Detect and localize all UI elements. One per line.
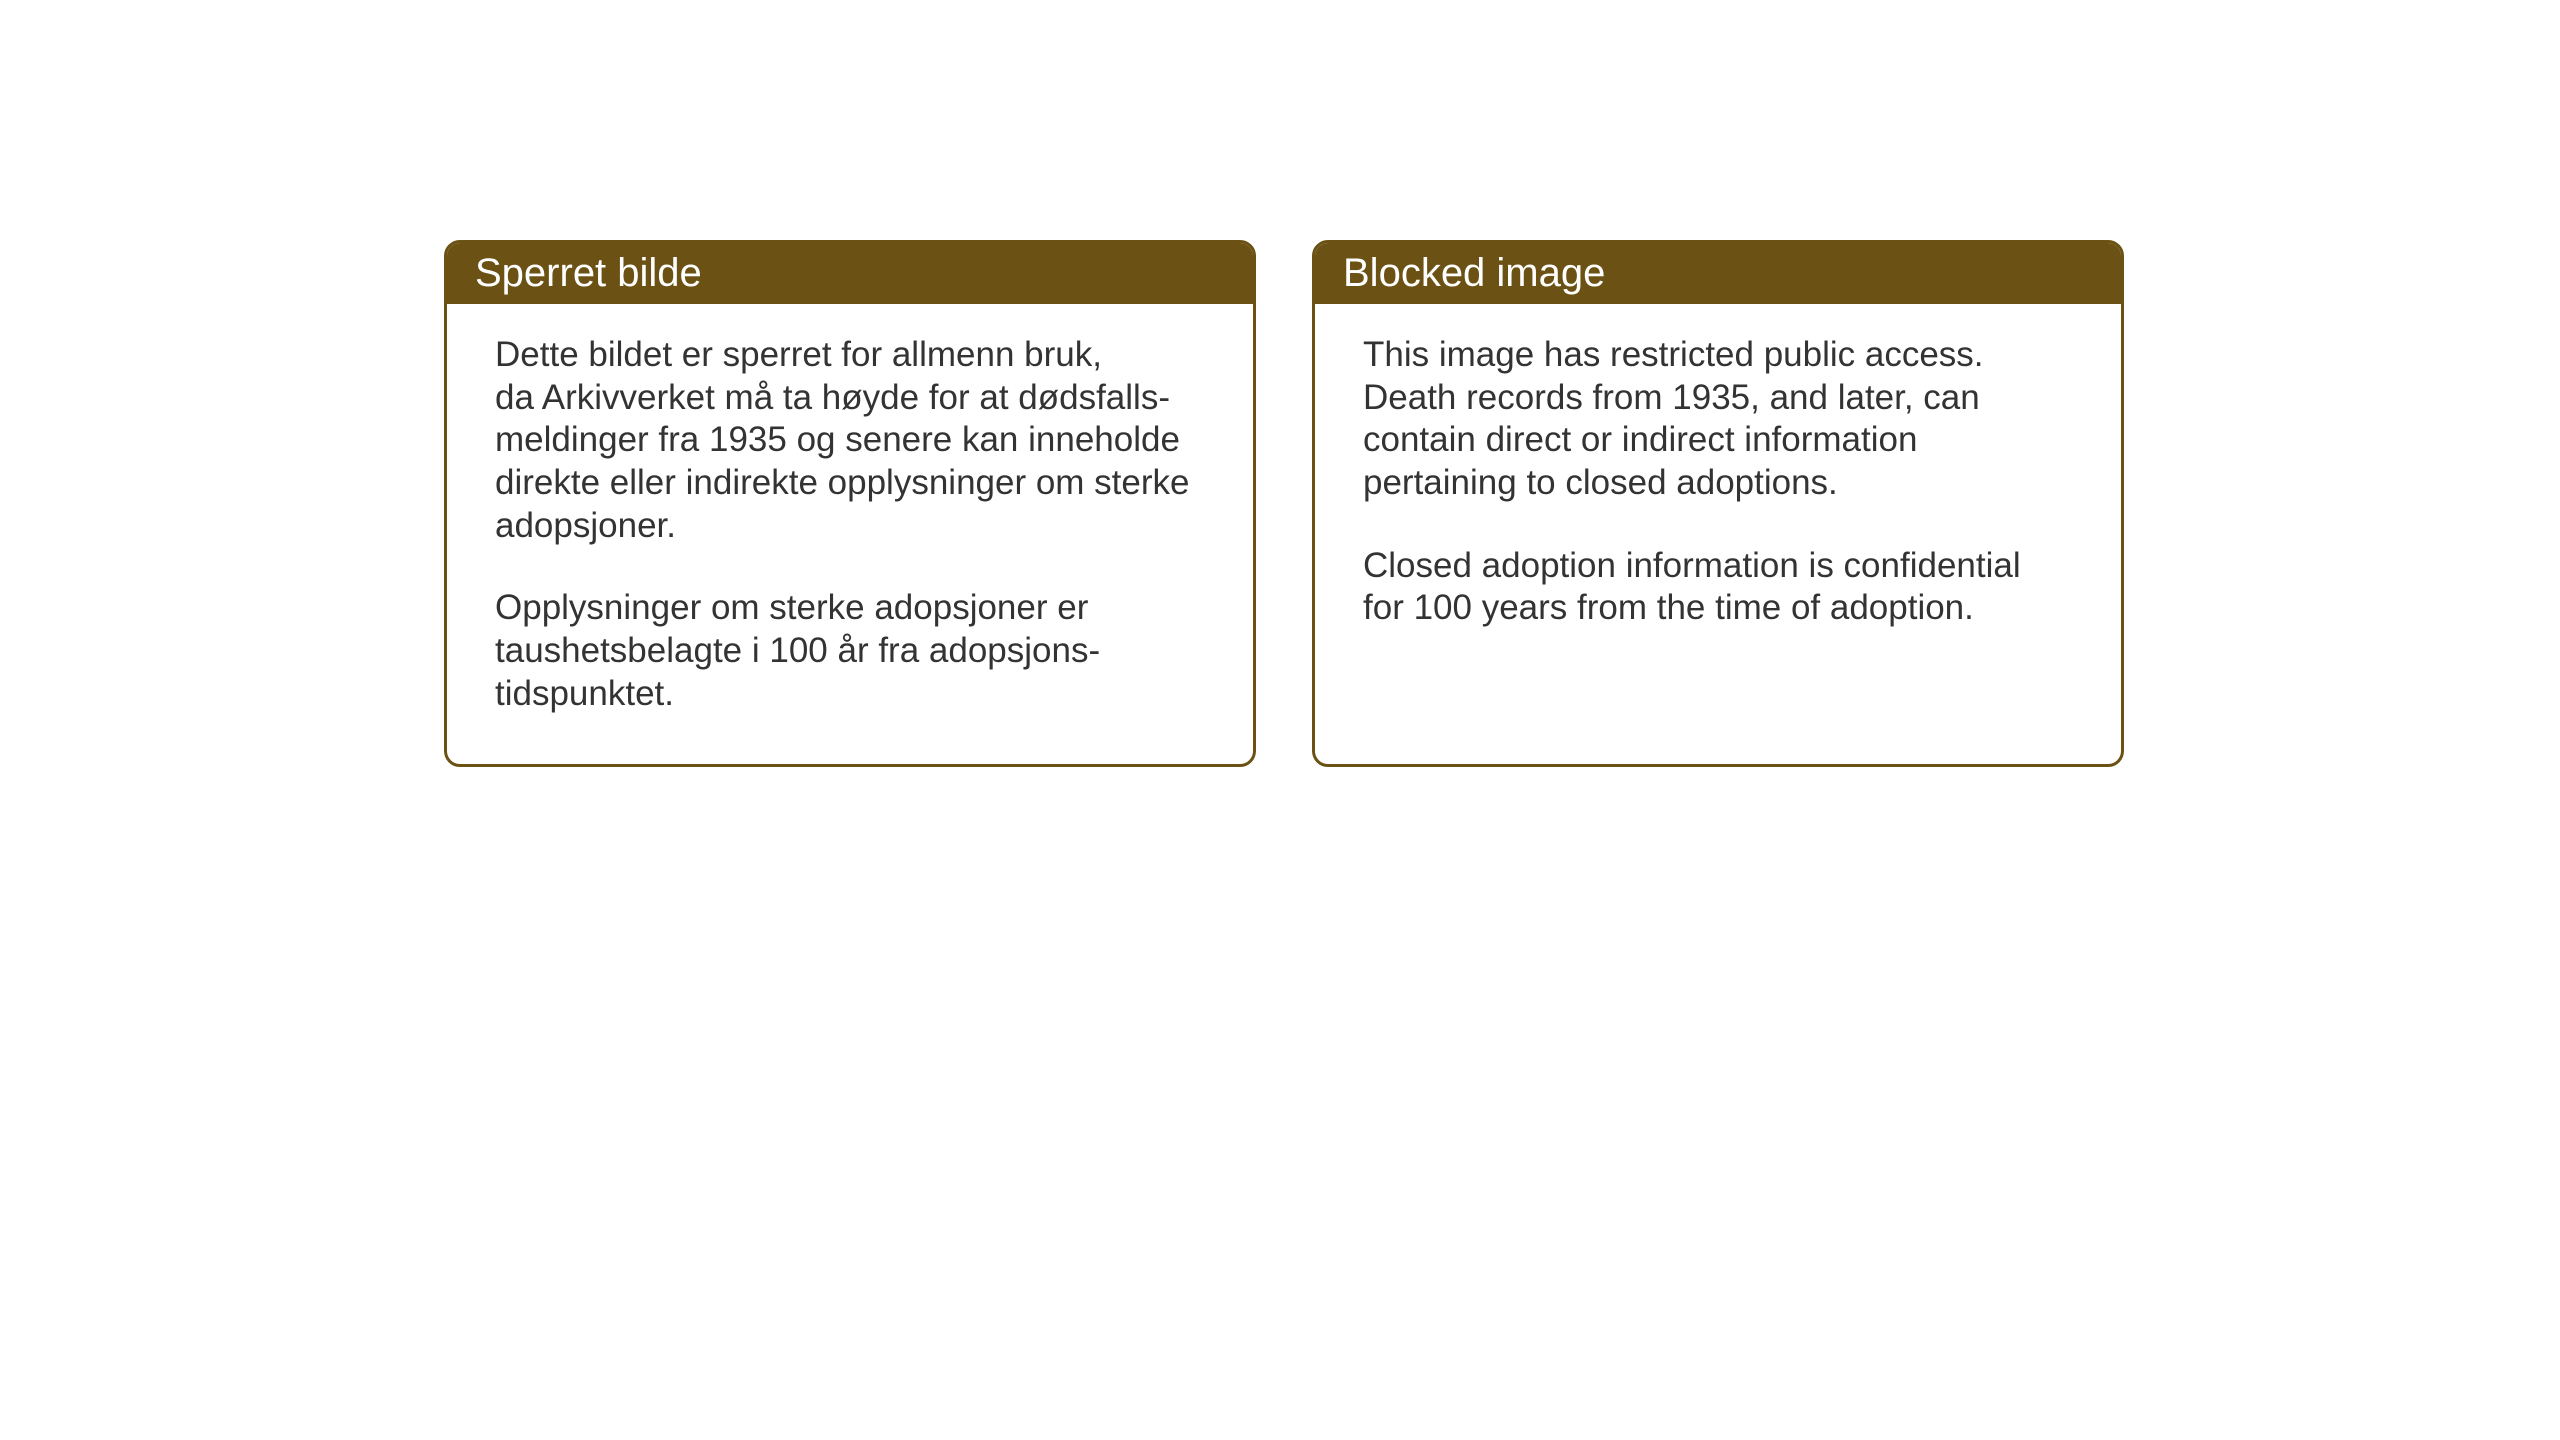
text-line: tidspunktet. xyxy=(495,674,674,713)
text-line: direkte eller indirekte opplysninger om … xyxy=(495,463,1190,502)
text-line: Closed adoption information is confident… xyxy=(1363,546,2021,585)
norwegian-paragraph-1: Dette bildet er sperret for allmenn bruk… xyxy=(495,334,1205,547)
text-line: da Arkivverket må ta høyde for at dødsfa… xyxy=(495,378,1170,417)
english-card-header: Blocked image xyxy=(1315,243,2121,304)
text-line: Dette bildet er sperret for allmenn bruk… xyxy=(495,335,1102,374)
text-line: for 100 years from the time of adoption. xyxy=(1363,588,1974,627)
text-line: This image has restricted public access. xyxy=(1363,335,1984,374)
text-line: contain direct or indirect information xyxy=(1363,420,1917,459)
norwegian-card-body: Dette bildet er sperret for allmenn bruk… xyxy=(447,304,1253,764)
norwegian-card-header: Sperret bilde xyxy=(447,243,1253,304)
english-card: Blocked image This image has restricted … xyxy=(1312,240,2124,767)
norwegian-card: Sperret bilde Dette bildet er sperret fo… xyxy=(444,240,1256,767)
text-line: Death records from 1935, and later, can xyxy=(1363,378,1980,417)
text-line: Opplysninger om sterke adopsjoner er xyxy=(495,588,1088,627)
english-paragraph-1: This image has restricted public access.… xyxy=(1363,334,2073,505)
text-line: pertaining to closed adoptions. xyxy=(1363,463,1838,502)
norwegian-paragraph-2: Opplysninger om sterke adopsjoner er tau… xyxy=(495,587,1205,715)
english-paragraph-2: Closed adoption information is confident… xyxy=(1363,545,2073,630)
norwegian-card-title: Sperret bilde xyxy=(475,251,702,295)
text-line: adopsjoner. xyxy=(495,506,676,545)
text-line: meldinger fra 1935 og senere kan innehol… xyxy=(495,420,1180,459)
text-line: taushetsbelagte i 100 år fra adopsjons- xyxy=(495,631,1100,670)
english-card-body: This image has restricted public access.… xyxy=(1315,304,2121,678)
english-card-title: Blocked image xyxy=(1343,251,1605,295)
message-container: Sperret bilde Dette bildet er sperret fo… xyxy=(0,0,2560,767)
